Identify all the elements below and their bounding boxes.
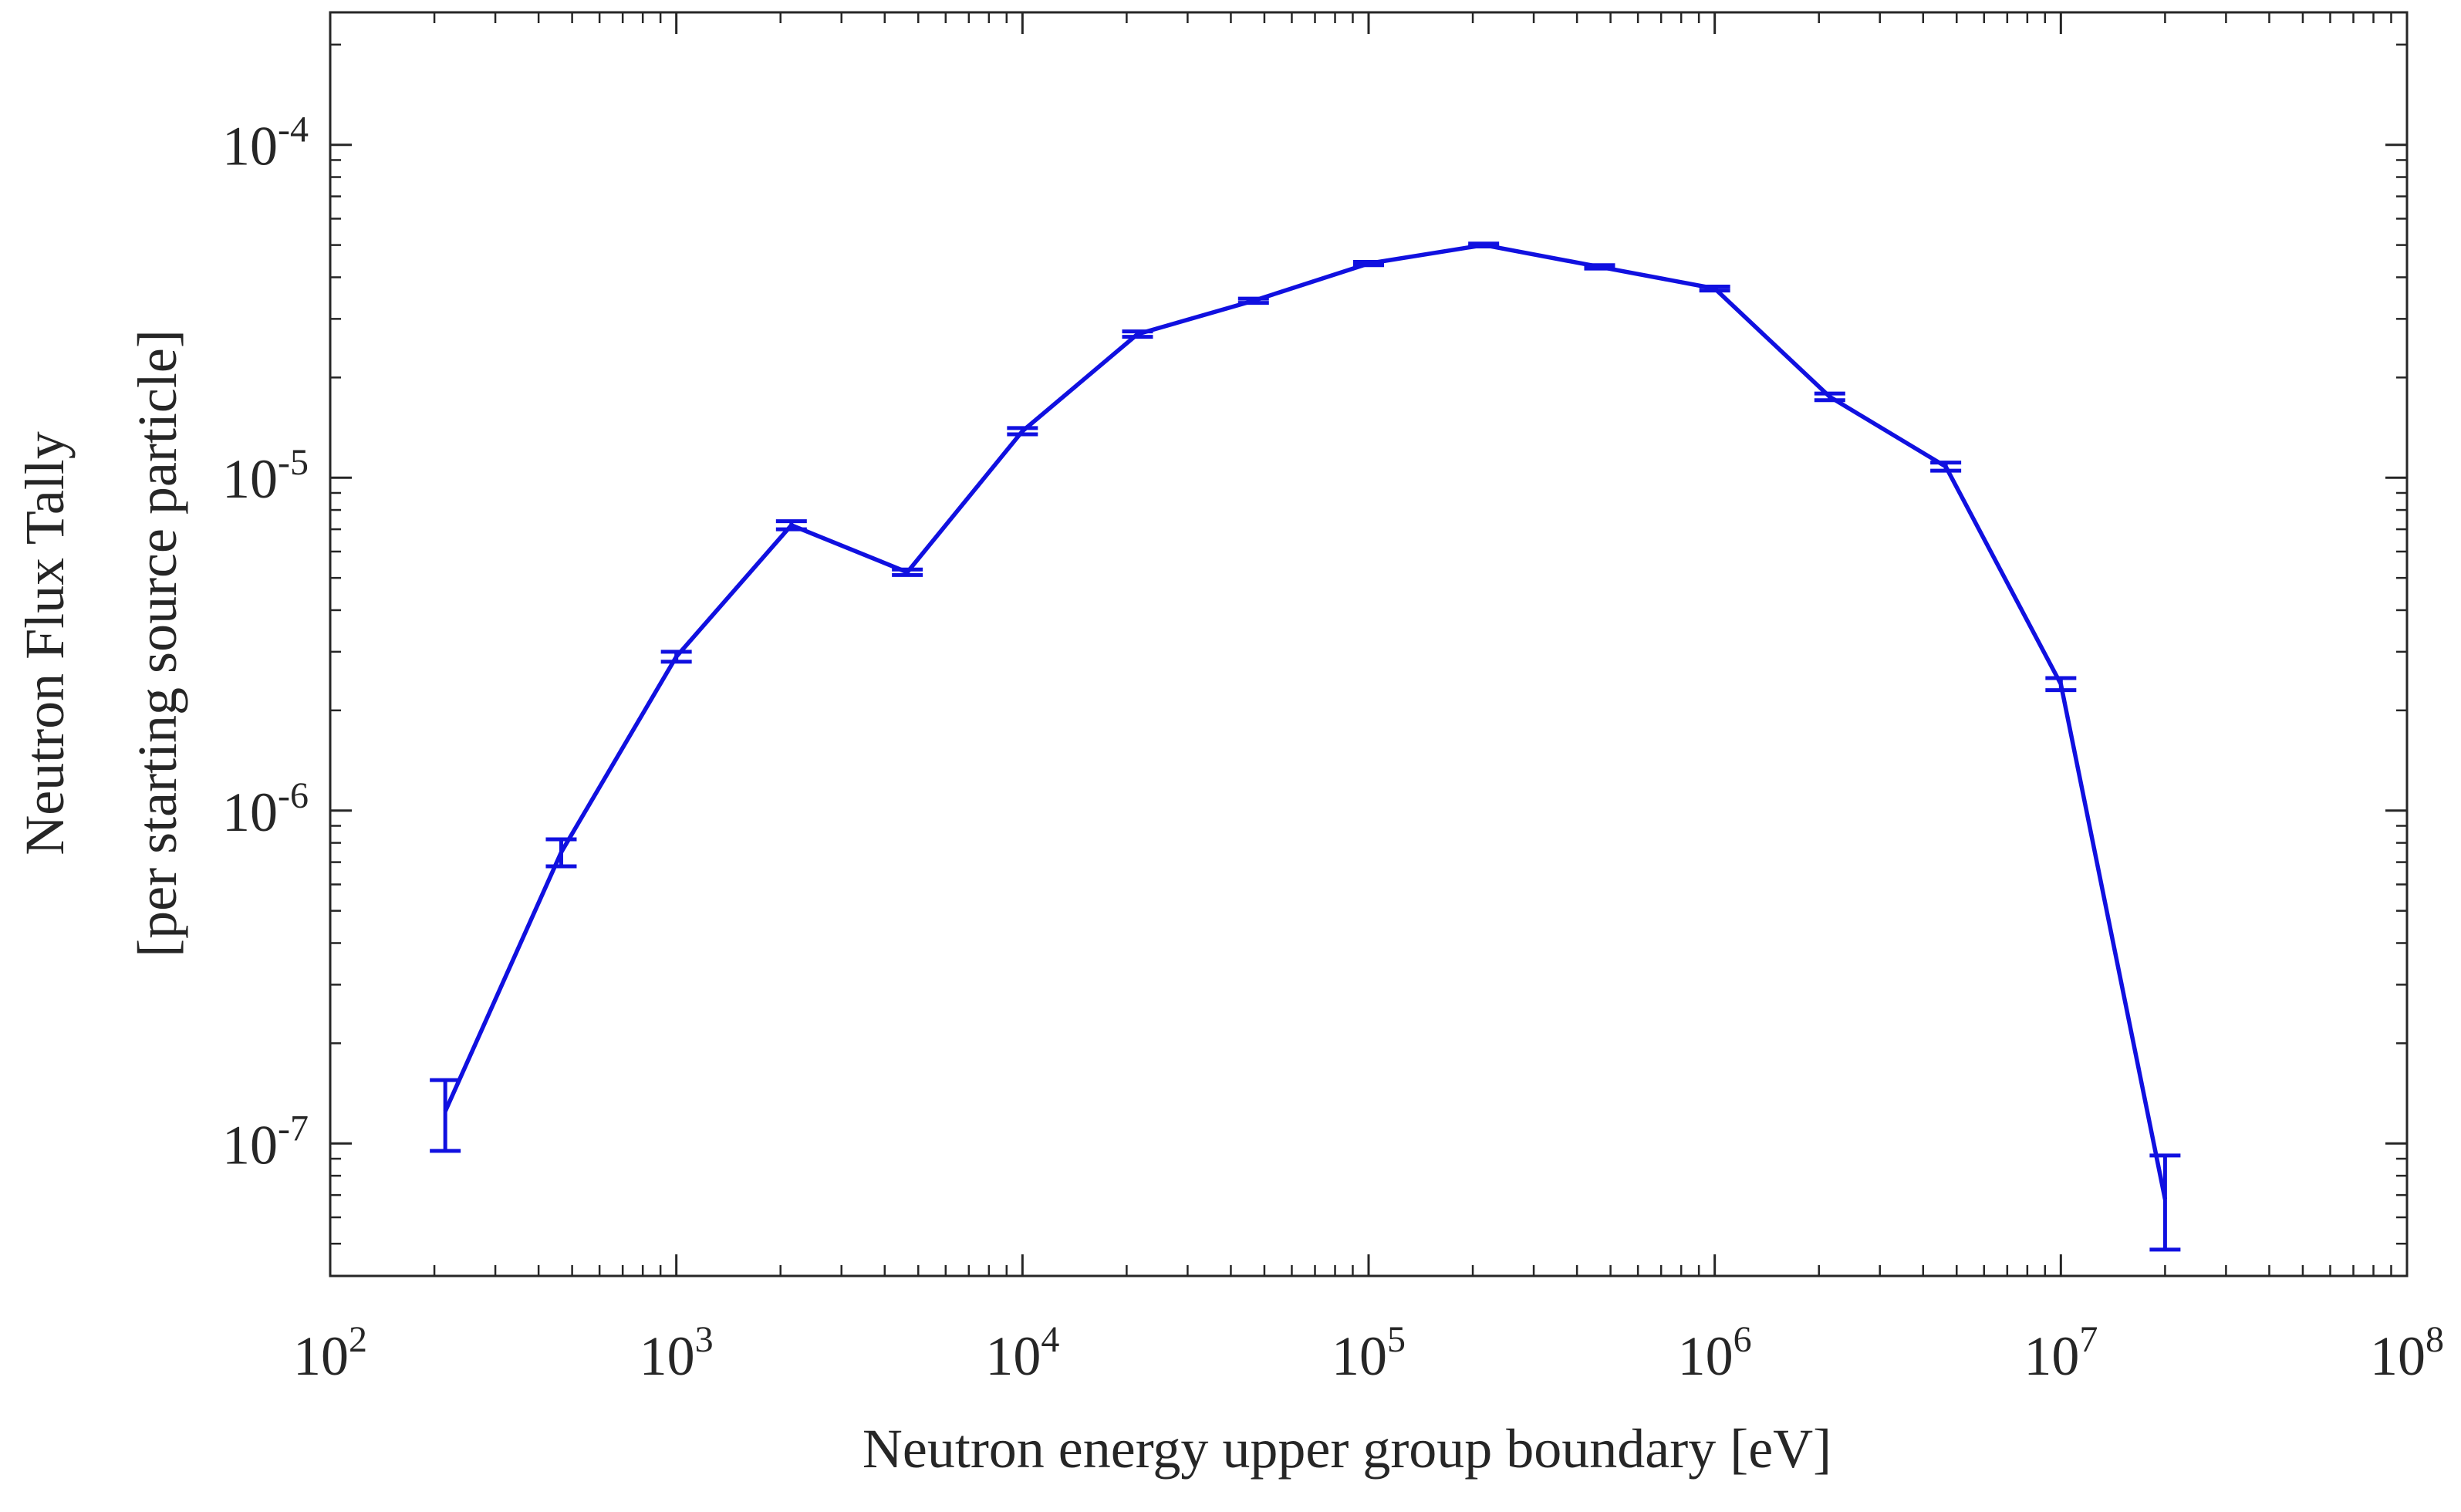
series-line <box>443 242 2168 1200</box>
x-tick-labels: 102 103 104 105 106 107 108 <box>293 1319 2444 1387</box>
x-tick-label: 102 <box>293 1319 367 1387</box>
y-tick-label: 10-7 <box>222 1108 309 1176</box>
axes-box <box>329 11 2409 1277</box>
x-tick-label: 104 <box>985 1319 1059 1387</box>
minor-ticks <box>330 12 2407 1277</box>
series-layer <box>430 241 2181 1252</box>
y-axis-label-line-2: [per starting source particle] <box>127 329 188 957</box>
x-tick-label: 107 <box>2024 1319 2098 1387</box>
x-tick-label: 106 <box>1678 1319 1752 1387</box>
x-tick-label: 108 <box>2370 1319 2444 1387</box>
x-tick-label: 103 <box>640 1319 714 1387</box>
y-axis-label-line-1: Neutron Flux Tally <box>14 431 76 856</box>
y-tick-label: 10-6 <box>222 775 309 843</box>
x-tick-label: 105 <box>1332 1319 1406 1387</box>
y-tick-label: 10-5 <box>222 442 309 510</box>
y-tick-labels: 10-7 10-6 10-5 10-4 <box>222 110 309 1176</box>
x-axis-label: Neutron energy upper group boundary [eV] <box>863 1418 1831 1480</box>
y-tick-label: 10-4 <box>222 110 309 177</box>
